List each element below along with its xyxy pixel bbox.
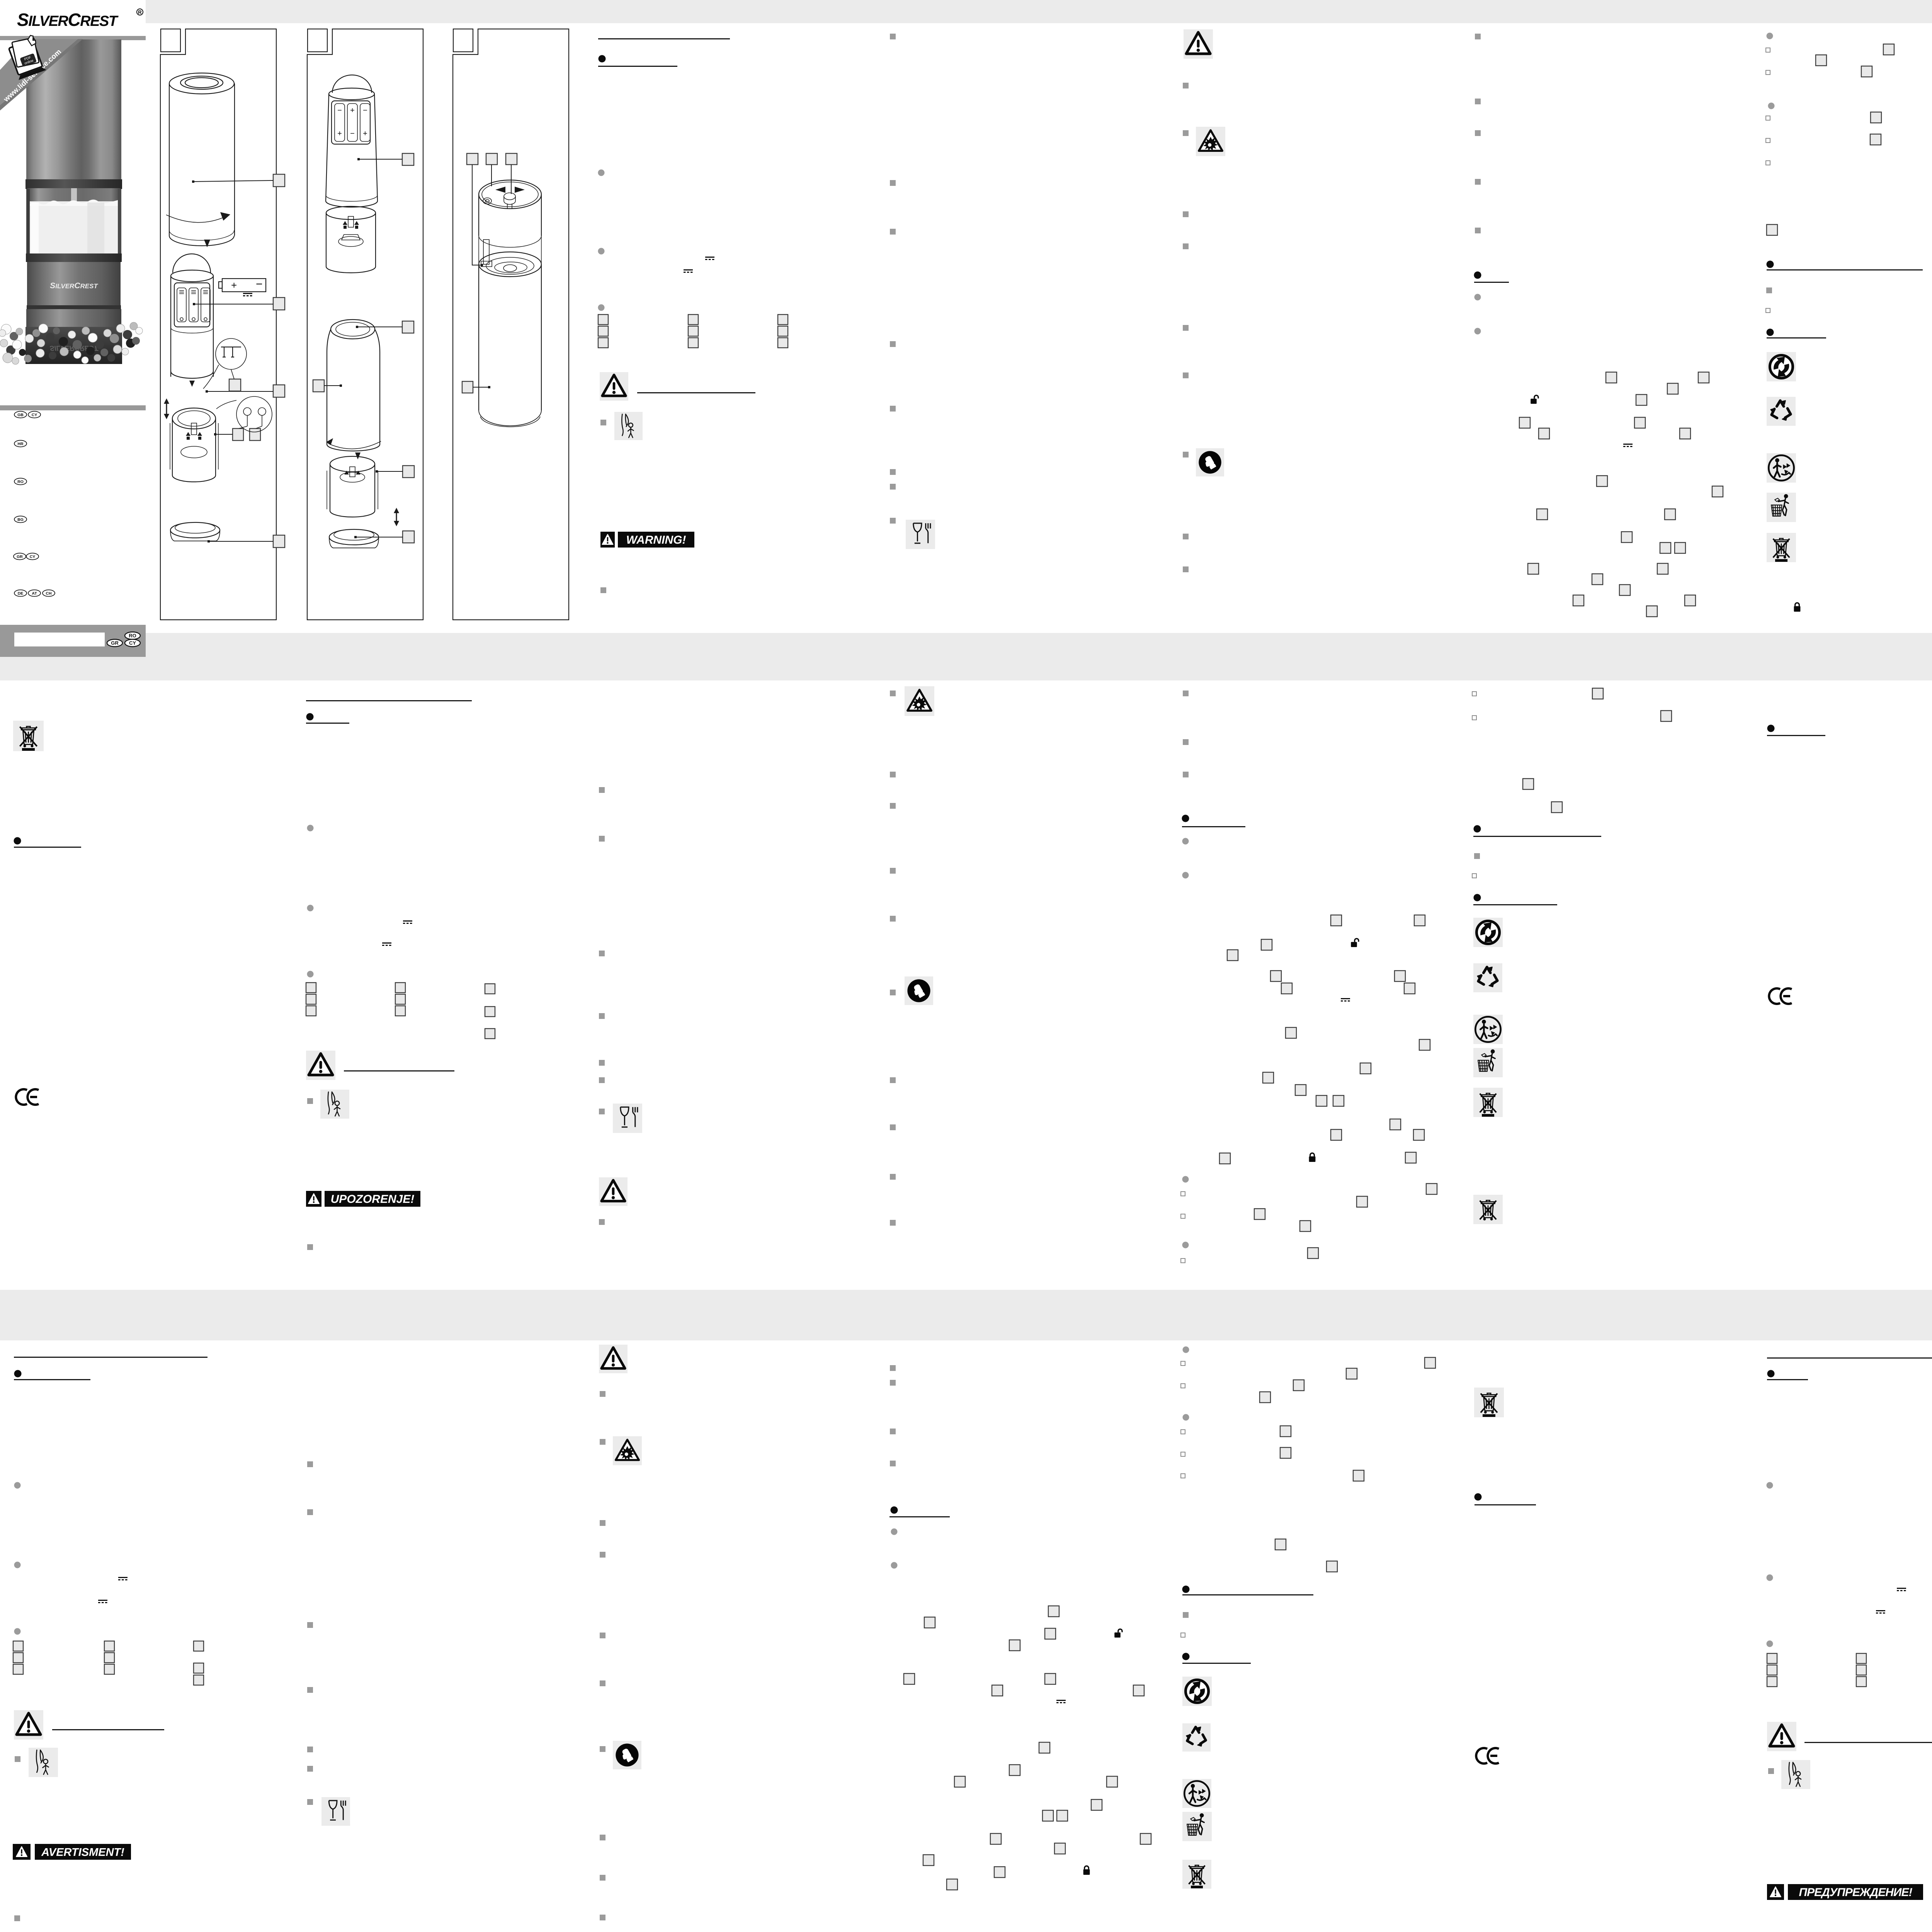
svg-text:DE: DE [18,591,24,596]
svg-text:RO: RO [129,633,136,639]
svg-text:ПРЕДУПРЕЖДЕНИЕ!: ПРЕДУПРЕЖДЕНИЕ! [1799,1886,1913,1899]
svg-text:GR: GR [111,640,119,646]
svg-text:+: + [231,279,237,291]
svg-text:CY: CY [129,640,136,646]
svg-text:SILVERCREST: SILVERCREST [50,281,98,290]
svg-text:GB: GB [17,413,24,417]
svg-text:AT: AT [32,591,37,596]
svg-text:−: − [337,106,342,115]
svg-text:UPOZORENJE!: UPOZORENJE! [331,1193,415,1206]
svg-text:RO: RO [17,480,24,484]
svg-text:CH: CH [46,591,51,596]
svg-text:CY: CY [30,554,36,559]
svg-text:SILVERCREST: SILVERCREST [17,10,119,30]
svg-text:CY: CY [32,413,37,417]
svg-text:HR: HR [17,442,24,446]
svg-text:WARNING!: WARNING! [626,534,686,546]
svg-text:+: + [363,129,367,138]
svg-text:R: R [138,9,142,15]
svg-text:+: + [337,129,342,138]
svg-text:−: − [256,278,263,291]
svg-text:−: − [363,106,367,115]
svg-text:AVERTISMENT!: AVERTISMENT! [41,1846,124,1859]
svg-text:GR: GR [17,554,23,559]
svg-text:−: − [350,129,355,138]
svg-text:+: + [350,106,355,115]
svg-text:BG: BG [17,517,24,522]
